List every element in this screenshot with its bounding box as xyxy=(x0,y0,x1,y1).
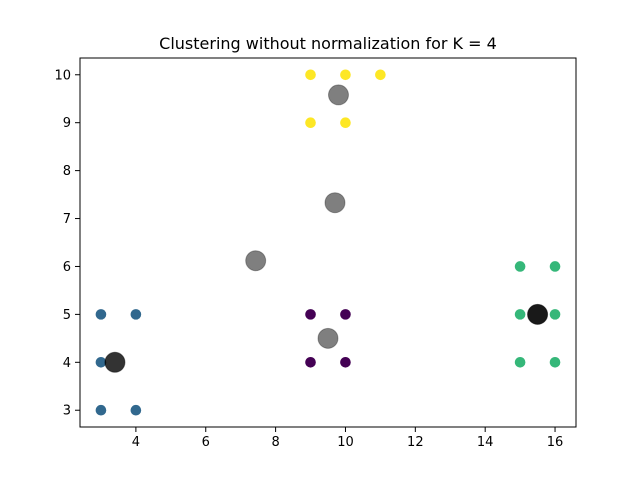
data-point-cluster-3 xyxy=(375,69,386,81)
y-tick-label: 9 xyxy=(63,116,71,131)
x-tick-label: 16 xyxy=(547,435,564,450)
data-points xyxy=(95,69,561,416)
y-tick-label: 10 xyxy=(54,68,71,83)
x-tick-label: 12 xyxy=(407,435,424,450)
y-tick-label: 5 xyxy=(63,308,71,323)
data-point-cluster-1 xyxy=(130,309,142,320)
plot-frame xyxy=(79,57,577,428)
data-point-cluster-0 xyxy=(305,309,316,320)
y-tick-label: 3 xyxy=(63,404,71,419)
data-point-cluster-2 xyxy=(514,309,526,320)
x-tick-label: 10 xyxy=(337,435,354,450)
x-tick-label: 8 xyxy=(271,435,279,450)
data-point-cluster-2 xyxy=(549,357,561,368)
data-point-cluster-1 xyxy=(95,357,107,368)
data-point-cluster-2 xyxy=(514,261,526,272)
x-axis: 4 6 8 10 12 14 16 xyxy=(132,427,564,450)
y-tick-label: 6 xyxy=(63,260,71,275)
data-point-cluster-3 xyxy=(305,69,316,81)
centroid-markers xyxy=(104,84,549,373)
chart-title: Clustering without normalization for K =… xyxy=(159,34,497,53)
data-point-cluster-3 xyxy=(305,117,316,128)
y-tick-label: 4 xyxy=(63,356,71,371)
centroid-marker xyxy=(104,351,126,373)
data-point-cluster-2 xyxy=(549,309,561,320)
data-point-cluster-3 xyxy=(340,69,351,81)
x-tick-label: 6 xyxy=(202,435,210,450)
data-point-cluster-2 xyxy=(514,357,526,368)
centroid-marker xyxy=(317,327,339,349)
y-tick-label: 8 xyxy=(63,164,71,179)
data-point-cluster-2 xyxy=(549,261,561,272)
x-tick-label: 14 xyxy=(477,435,494,450)
centroid-marker xyxy=(245,250,267,272)
y-tick-label: 7 xyxy=(63,212,71,227)
data-point-cluster-0 xyxy=(340,309,351,320)
centroid-marker xyxy=(327,84,349,106)
data-point-cluster-1 xyxy=(95,309,107,320)
centroid-marker xyxy=(324,192,346,214)
data-point-cluster-0 xyxy=(305,357,316,368)
data-point-cluster-3 xyxy=(340,117,351,128)
centroid-marker xyxy=(527,303,549,325)
x-tick-label: 4 xyxy=(132,435,140,450)
data-point-cluster-1 xyxy=(95,404,107,416)
data-point-cluster-0 xyxy=(340,357,351,368)
data-point-cluster-1 xyxy=(130,404,142,416)
y-axis: 3 4 5 6 7 8 9 10 xyxy=(54,68,80,419)
